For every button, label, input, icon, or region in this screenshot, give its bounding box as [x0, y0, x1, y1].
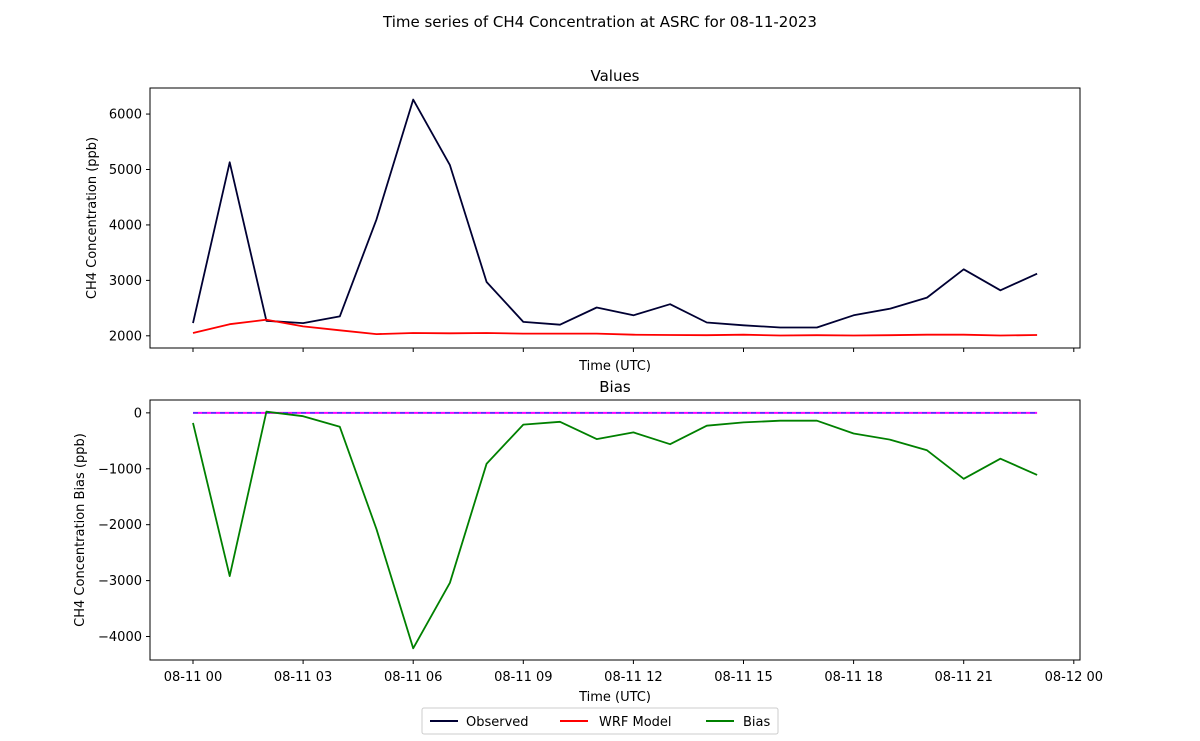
y-tick-label: 2000 [109, 329, 142, 344]
y-tick-label: −1000 [98, 462, 142, 477]
y-tick-label: 5000 [109, 163, 142, 178]
y-tick-label: −3000 [98, 574, 142, 589]
bias-y-axis-label: CH4 Concentration Bias (ppb) [73, 433, 88, 627]
bias-x-axis-label: Time (UTC) [578, 690, 651, 705]
legend-observed-label: Observed [466, 715, 529, 730]
values-y-axis-label: CH4 Concentration (ppb) [85, 137, 100, 299]
bias-panel: Bias 0 −1000 −2000 −3000 −4000 08-11 00 08-11… [73, 378, 1103, 705]
x-tick-label: 08-11 06 [384, 670, 442, 685]
y-tick-label: 0 [134, 406, 142, 421]
legend-frame [421, 707, 779, 735]
y-tick-label: 6000 [109, 108, 142, 123]
values-panel-title: Values [590, 67, 639, 85]
y-tick-label: 4000 [109, 218, 142, 233]
y-tick-label: 3000 [109, 274, 142, 289]
x-tick-label: 08-11 21 [934, 670, 992, 685]
bias-panel-title: Bias [599, 378, 631, 396]
legend: Observed WRF Model Bias [421, 707, 779, 735]
bias-plot-frame [149, 399, 1081, 661]
x-tick-label: 08-12 00 [1045, 670, 1103, 685]
observed-series-line [192, 98, 1038, 329]
y-tick-label: −4000 [98, 630, 142, 645]
wrf-model-series-line [192, 318, 1038, 337]
values-x-axis-label: Time (UTC) [578, 359, 651, 374]
x-tick-label: 08-11 18 [824, 670, 882, 685]
x-tick-label: 08-11 12 [604, 670, 662, 685]
x-tick-label: 08-11 00 [164, 670, 222, 685]
x-tick-label: 08-11 09 [494, 670, 552, 685]
y-tick-label: −2000 [98, 518, 142, 533]
bias-series-line [192, 410, 1038, 650]
x-tick-label: 08-11 03 [274, 670, 332, 685]
legend-bias-label: Bias [743, 715, 770, 730]
values-panel: Values 2000 3000 4000 5000 6000 CH4 Concentr… [85, 67, 1081, 374]
legend-wrf-model-label: WRF Model [599, 715, 672, 730]
values-plot-frame [149, 87, 1081, 349]
x-tick-label: 08-11 15 [714, 670, 772, 685]
chart-title: Time series of CH4 Concentration at ASRC… [382, 13, 817, 31]
